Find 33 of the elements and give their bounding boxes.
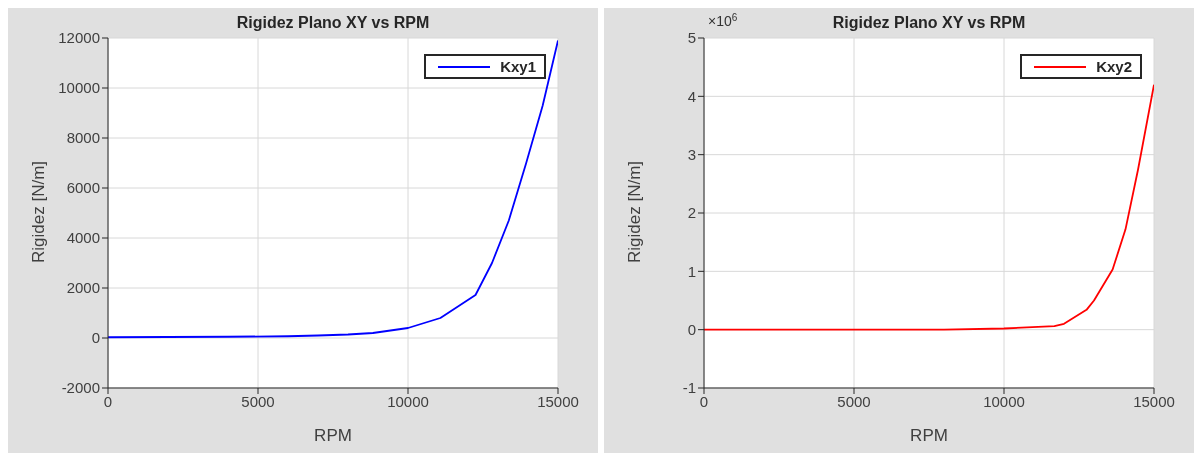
text: ×10$^{6}$ [708,11,738,29]
y-axis-title: Rigidez [N/m] [29,160,49,263]
y-tick-label: 8000 [66,129,100,147]
y-axis-title: Rigidez [N/m] [625,160,645,263]
y-tick-label: 0 [687,320,696,338]
y-tick-label: 2 [687,204,696,222]
y-tick-label: 5 [687,29,696,47]
y-tick-label: 2000 [66,279,100,297]
x-tick-label: 15000 [537,392,579,410]
y-tick-label: 4 [687,87,696,105]
x-tick-label: 0 [699,392,709,410]
x-tick-label: 5000 [241,392,275,410]
chart-title: Rigidez Plano XY vs RPM [832,14,1026,31]
y-tick-label: 4000 [66,229,100,247]
legend-label: Kxy2 [1096,58,1132,75]
x-tick-label: 15000 [1133,392,1175,410]
x-tick-label: 0 [103,392,113,410]
x-tick-label: 10000 [983,392,1025,410]
y-tick-label: 10000 [58,79,100,97]
x-tick-label: 10000 [387,392,429,410]
y-tick-label: 3 [687,145,696,163]
legend-label: Kxy1 [500,58,536,75]
y-tick-label: 12000 [58,29,100,47]
y-tick-label: 1 [687,262,696,280]
x-tick-label: 5000 [837,392,871,410]
y-tick-label: 0 [91,329,100,347]
y-tick-label: -1 [682,379,696,397]
y-tick-label: -2000 [61,379,100,397]
x-axis-title: RPM [314,426,352,445]
line-series [704,83,1154,331]
chart-title: Rigidez Plano XY vs RPM [236,14,430,31]
y-tick-label: 6000 [66,179,100,197]
x-axis-title: RPM [910,426,948,445]
